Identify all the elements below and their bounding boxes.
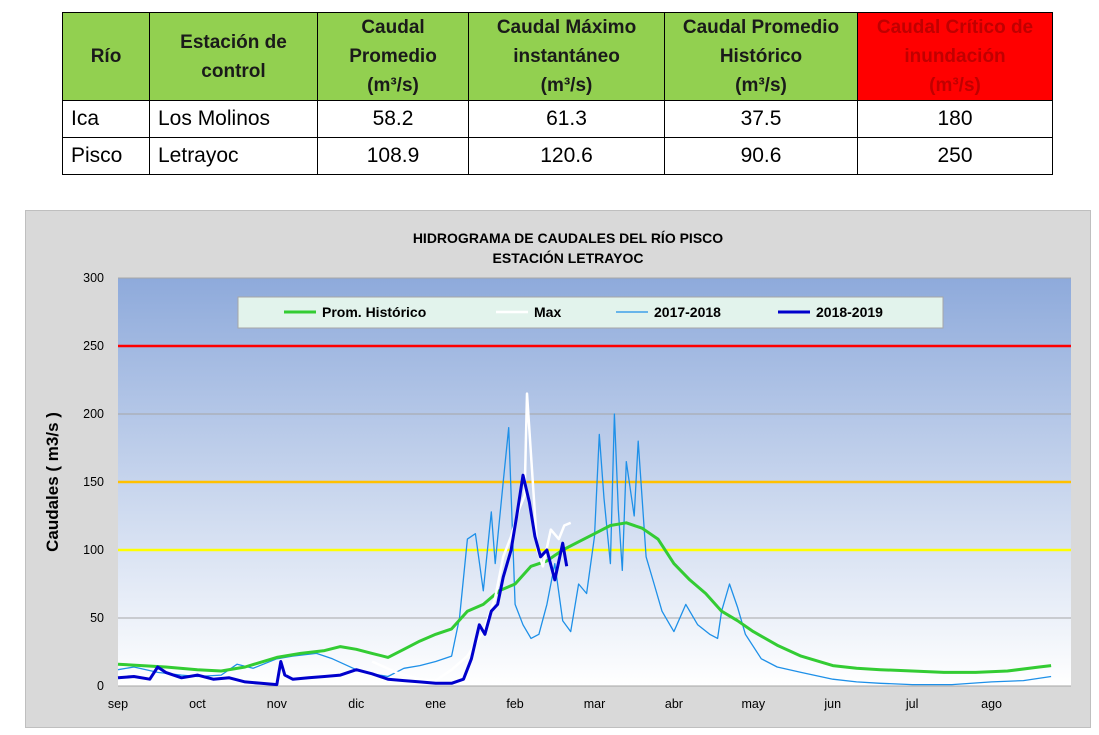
header-cell-text: Caudal Crítico de inundación (m³/s)	[876, 17, 1034, 96]
x-tick-label: may	[742, 697, 766, 711]
x-tick-label: ene	[425, 697, 446, 711]
series-lines	[117, 392, 1052, 687]
header-cell: Caudal Crítico de inundación (m³/s)	[857, 12, 1053, 101]
table-header-row: Río Estación de control Caudal Promedio (m…	[62, 12, 1053, 101]
x-tick-label: feb	[506, 697, 523, 711]
x-tick-label: jun	[823, 697, 841, 711]
x-tick-label: ago	[981, 697, 1002, 711]
table-cell: Pisco	[62, 137, 150, 175]
header-cell: Río	[62, 12, 150, 101]
header-cell-text: Estación de control	[180, 31, 287, 82]
table-cell: Los Molinos	[149, 100, 318, 138]
header-cell-text: Caudal Máximo instantáneo (m³/s)	[496, 17, 637, 96]
series-line	[117, 473, 569, 687]
header-cell: Caudal Promedio Histórico (m³/s)	[664, 12, 858, 101]
series-line	[117, 413, 1052, 686]
header-cell: Estación de control	[149, 12, 318, 101]
x-tick-label: abr	[665, 697, 683, 711]
y-axis-title: Caudales ( m3/s )	[43, 412, 62, 552]
x-tick-label: nov	[267, 697, 288, 711]
header-cell: Caudal Promedio (m³/s)	[317, 12, 469, 101]
flow-table: Río Estación de control Caudal Promedio (m…	[62, 12, 1053, 175]
legend-label: 2017-2018	[654, 304, 721, 320]
y-tick-label: 200	[83, 407, 104, 421]
table-cell: 180	[857, 100, 1053, 138]
table-cell: 37.5	[664, 100, 858, 138]
x-tick-label: jul	[905, 697, 919, 711]
legend-label: Prom. Histórico	[322, 304, 426, 320]
y-tick-label: 150	[83, 475, 104, 489]
header-cell-text: Río	[90, 46, 122, 67]
x-tick-label: dic	[348, 697, 364, 711]
table-cell: 108.9	[317, 137, 469, 175]
table-cell: Letrayoc	[149, 137, 318, 175]
chart-title: HIDROGRAMA DE CAUDALES DEL RÍO PISCO	[413, 230, 723, 246]
y-tick-label: 100	[83, 543, 104, 557]
chart-svg: HIDROGRAMA DE CAUDALES DEL RÍO PISCO EST…	[43, 230, 1071, 711]
table-cell: 250	[857, 137, 1053, 175]
y-tick-label: 50	[90, 611, 104, 625]
table-cell: 120.6	[468, 137, 665, 175]
header-cell-text: Caudal Promedio (m³/s)	[349, 17, 437, 96]
table-cell: Ica	[62, 100, 150, 138]
header-cell-text: Caudal Promedio Histórico (m³/s)	[682, 17, 840, 96]
threshold-lines	[118, 344, 1071, 552]
table-row: Ica Los Molinos 58.2 61.3 37.5 180	[62, 100, 1053, 138]
y-tick-label: 0	[97, 679, 104, 693]
x-tick-label: sep	[108, 697, 128, 711]
table-row: Pisco Letrayoc 108.9 120.6 90.6 250	[62, 137, 1053, 175]
legend-label: Max	[534, 304, 561, 320]
x-tick-labels: sep oct nov dic ene feb mar abr may jun jul ago	[108, 697, 1002, 711]
y-tick-label: 300	[83, 271, 104, 285]
table-body: Ica Los Molinos 58.2 61.3 37.5 180 Pisco Letray…	[62, 100, 1053, 175]
table-cell: 61.3	[468, 100, 665, 138]
table-cell: 90.6	[664, 137, 858, 175]
chart-subtitle: ESTACIÓN LETRAYOC	[493, 249, 644, 266]
table-cell: 58.2	[317, 100, 469, 138]
x-tick-label: mar	[584, 697, 606, 711]
y-tick-label: 250	[83, 339, 104, 353]
legend-label: 2018-2019	[816, 304, 883, 320]
legend: Prom. Histórico Max 2017-2018 2018-2019	[237, 296, 944, 329]
header-cell: Caudal Máximo instantáneo (m³/s)	[468, 12, 665, 101]
y-tick-labels: 0 50 100 150 200 250 300	[83, 271, 104, 693]
hydrograph-chart: HIDROGRAMA DE CAUDALES DEL RÍO PISCO EST…	[25, 210, 1091, 728]
legend-box	[237, 296, 944, 329]
x-tick-label: oct	[189, 697, 206, 711]
